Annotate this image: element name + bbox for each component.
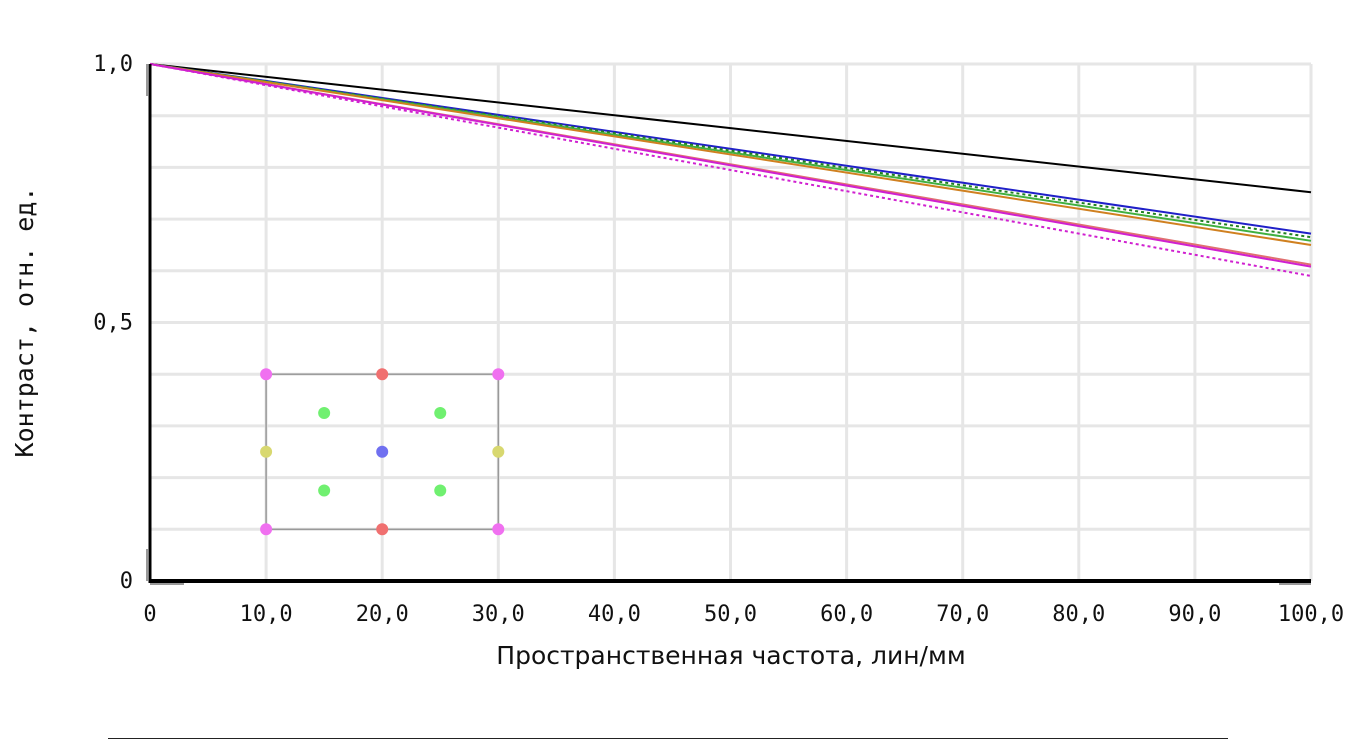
series-line (149, 63, 1312, 235)
x-tick-label: 20,0 (356, 602, 409, 627)
field-point (376, 523, 389, 536)
series-lines (149, 63, 1312, 277)
series-line (149, 63, 1312, 246)
field-point (492, 368, 505, 381)
x-axis-label: Пространственная частота, лин/мм (496, 641, 965, 670)
field-point (376, 445, 389, 458)
x-tick-label: 70,0 (936, 602, 989, 627)
x-tick-label: 40,0 (588, 602, 641, 627)
field-point (492, 523, 505, 536)
y-tick-label: 0,5 (93, 311, 133, 336)
field-point (318, 484, 331, 497)
y-tick-label: 1,0 (93, 52, 133, 77)
series-line (149, 63, 1312, 277)
field-point (260, 445, 273, 458)
x-tick-label: 10,0 (240, 602, 293, 627)
field-point (318, 406, 331, 419)
field-point (492, 445, 505, 458)
x-tick-label: 30,0 (472, 602, 525, 627)
x-tick-label: 100,0 (1278, 602, 1344, 627)
y-axis-label: Контраст, отн. ед. (10, 187, 39, 458)
x-tick-label: 0 (143, 602, 156, 627)
x-tick-label: 80,0 (1052, 602, 1105, 627)
field-points-inset (260, 368, 505, 536)
field-point (434, 484, 447, 497)
x-tick-label: 60,0 (820, 602, 873, 627)
x-tick-labels: 0 10,0 20,0 30,0 40,0 50,0 60,0 70,0 80,0 90,0 100… (143, 602, 1344, 627)
series-line (149, 63, 1312, 194)
axes (146, 64, 1311, 585)
x-tick-label: 50,0 (704, 602, 757, 627)
series-line (149, 63, 1312, 268)
field-point (434, 406, 447, 419)
field-point (260, 523, 273, 536)
series-line (149, 63, 1312, 239)
y-tick-labels: 0 0,5 1,0 (93, 52, 133, 594)
bottom-divider (108, 738, 1228, 739)
x-tick-label: 90,0 (1168, 602, 1221, 627)
grid (150, 62, 1313, 581)
field-point (260, 368, 273, 381)
field-point (376, 368, 389, 381)
y-tick-label: 0 (120, 569, 133, 594)
